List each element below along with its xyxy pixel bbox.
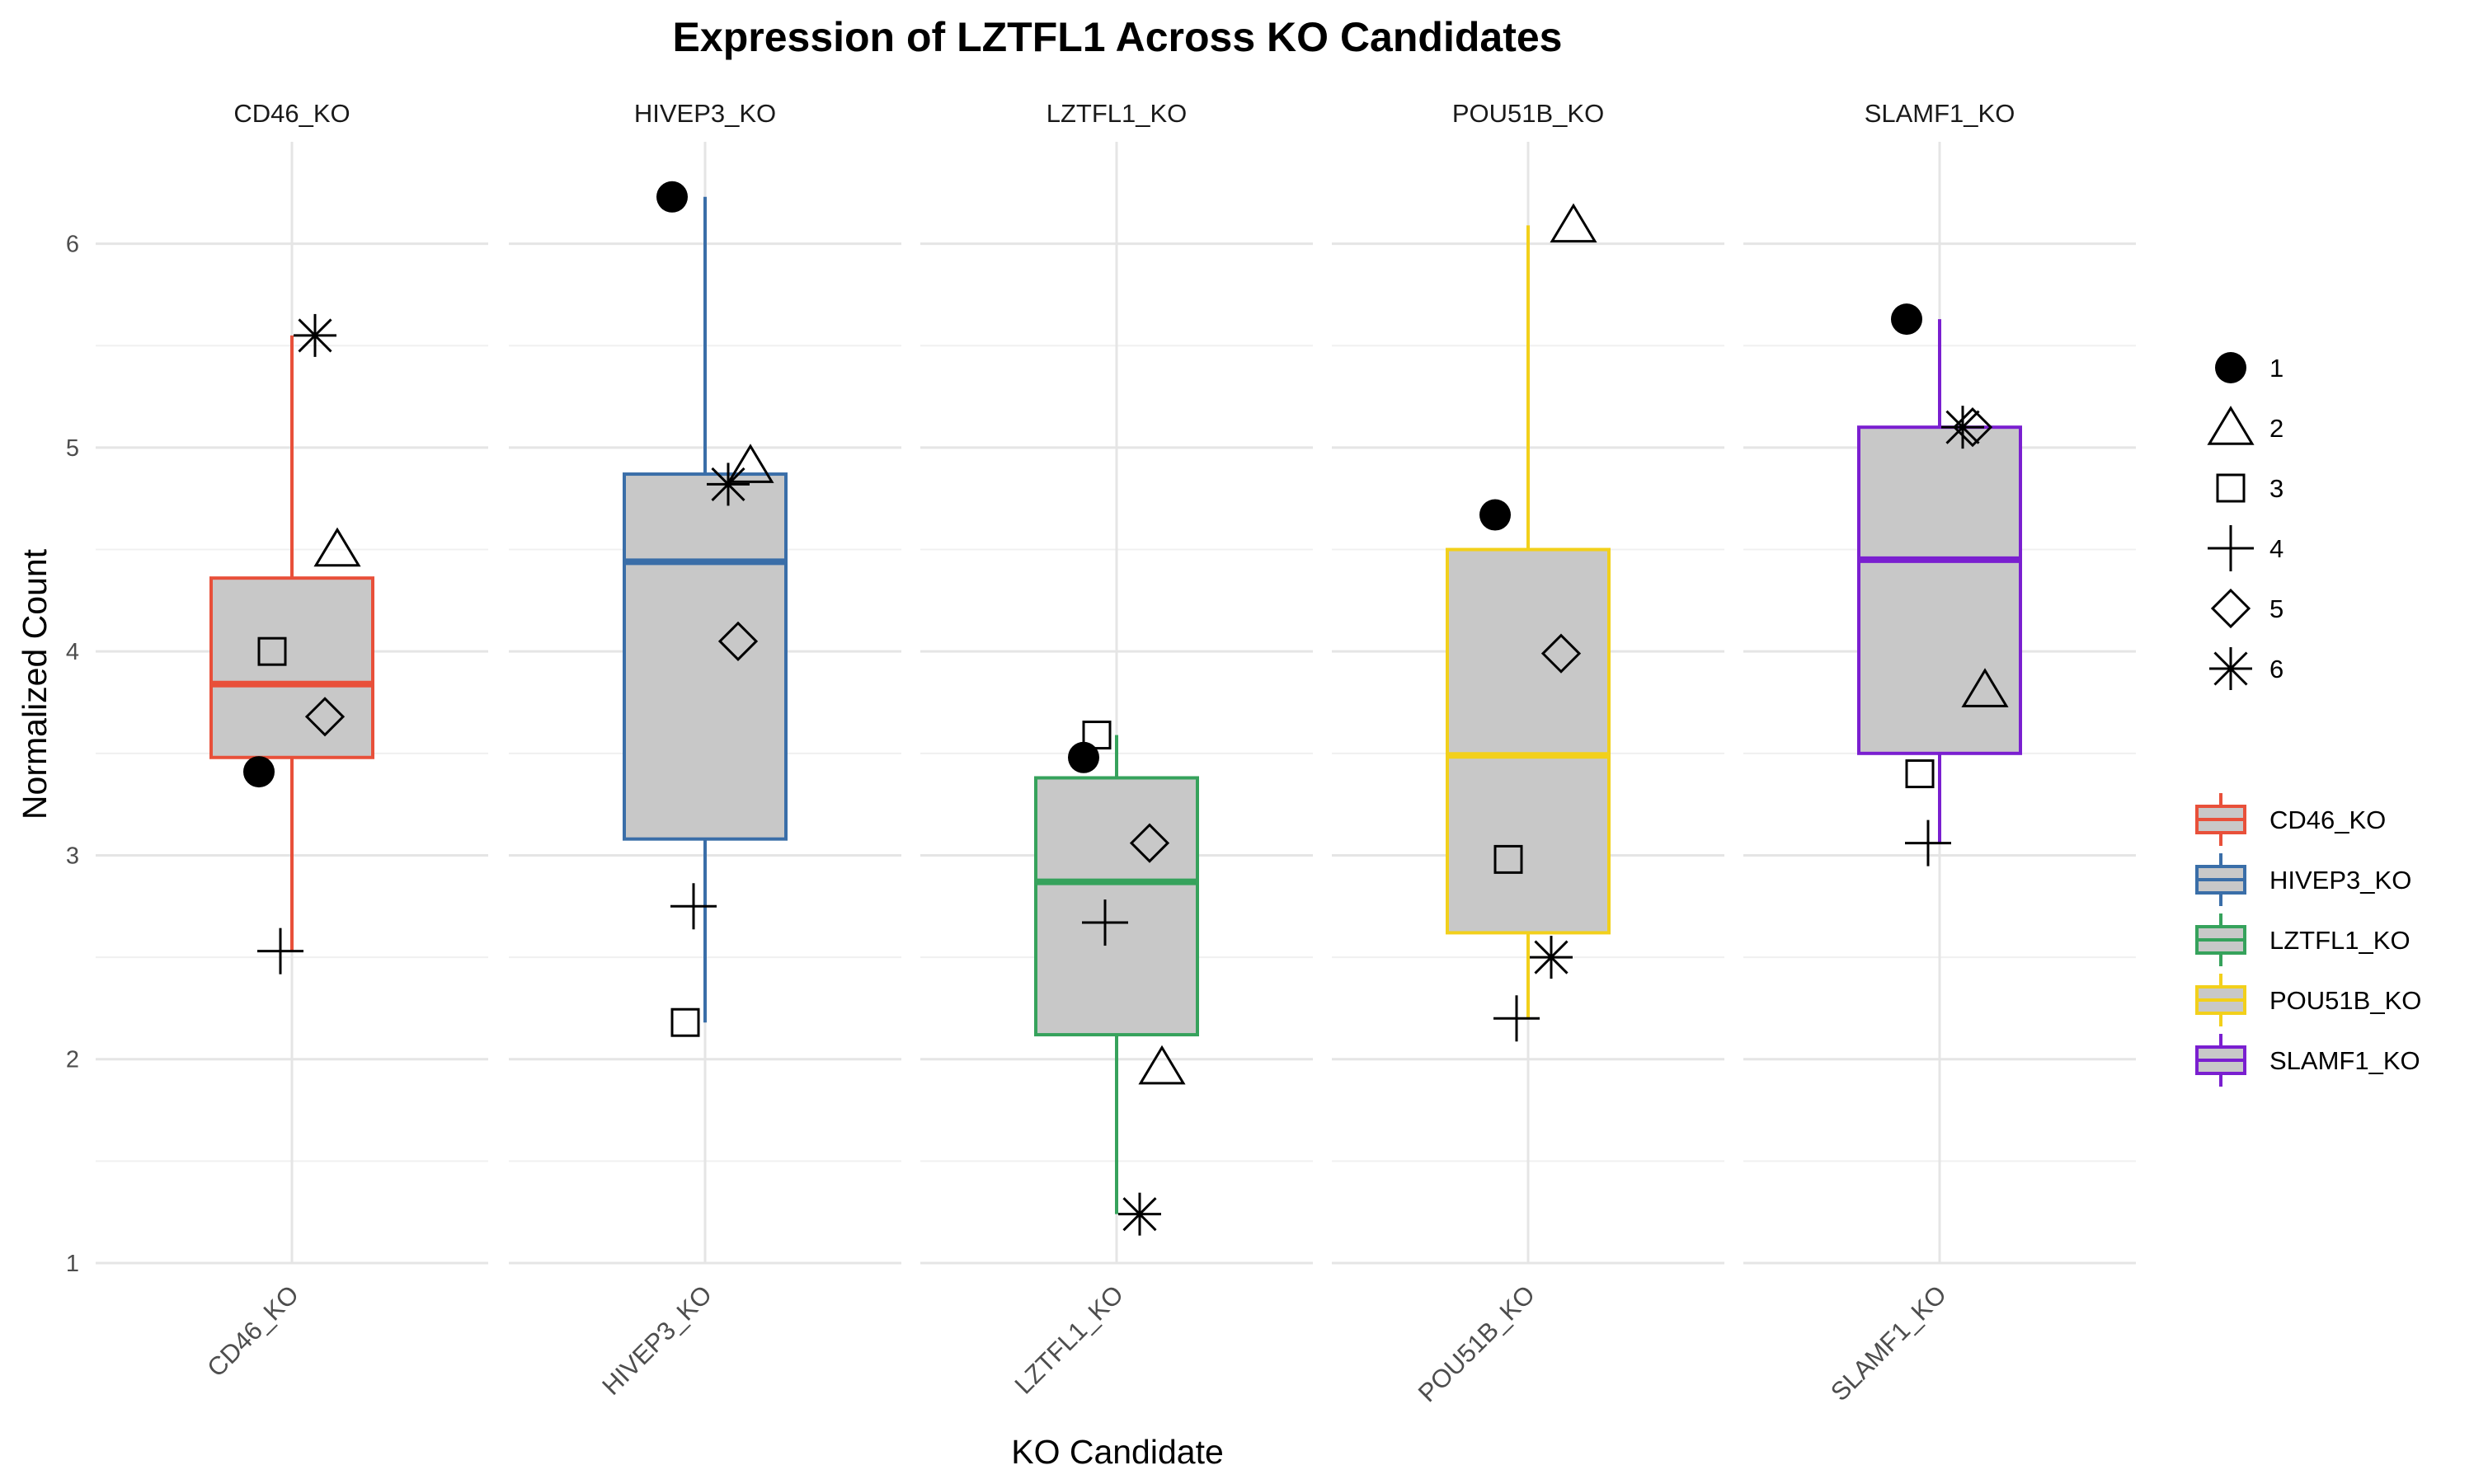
point-plus: [1905, 819, 1951, 866]
facet-label: LZTFL1_KO: [1047, 99, 1188, 128]
box-iqr: [1034, 776, 1199, 1037]
legend-asterisk-icon: [2209, 647, 2252, 690]
point-asterisk: [707, 463, 750, 506]
legend-label: 5: [2269, 594, 2284, 623]
point-asterisk: [1941, 406, 1984, 449]
point-asterisk: [1530, 936, 1573, 979]
box-iqr: [623, 472, 788, 841]
legend-open-square-icon: [2216, 473, 2246, 503]
legend-key-CD46_KO: [2195, 793, 2246, 846]
point-open-square: [1905, 759, 1935, 789]
point-asterisk: [294, 313, 336, 357]
x-tick-label: CD46_KO: [201, 1280, 304, 1383]
grid-layer: [96, 142, 2136, 1265]
point-open-diamond: [717, 621, 759, 661]
point-plus: [257, 928, 303, 974]
legend-label: CD46_KO: [2269, 805, 2386, 834]
y-tick-label: 5: [66, 435, 79, 462]
legend-key-HIVEP3_KO: [2195, 853, 2246, 906]
legend-label: SLAMF1_KO: [2269, 1046, 2420, 1075]
y-tick-label: 2: [66, 1047, 79, 1073]
point-open-diamond: [304, 697, 346, 737]
point-open-triangle: [1138, 1045, 1186, 1085]
legend-label: 3: [2269, 474, 2284, 503]
point-filled-circle: [1068, 741, 1099, 773]
point-open-triangle: [1550, 203, 1597, 243]
legend-label: 4: [2269, 534, 2284, 563]
x-tick-label: HIVEP3_KO: [596, 1280, 717, 1401]
point-plus: [1493, 995, 1540, 1042]
box-iqr: [1446, 547, 1611, 935]
box-HIVEP3_KO: [623, 196, 788, 1023]
box-layer: [209, 196, 2022, 1214]
legend-label: LZTFL1_KO: [2269, 926, 2411, 955]
legend-key-SLAMF1_KO: [2195, 1034, 2246, 1087]
point-filled-circle: [243, 756, 275, 788]
point-open-triangle: [727, 444, 774, 483]
point-filled-circle: [656, 181, 688, 213]
x-tick-label: POU51B_KO: [1413, 1280, 1540, 1407]
point-open-square: [257, 636, 287, 666]
facet-label: SLAMF1_KO: [1865, 99, 2015, 128]
point-open-square: [1493, 844, 1523, 874]
point-open-square: [670, 1007, 700, 1037]
facet-label: POU51B_KO: [1452, 99, 1604, 128]
point-open-triangle: [1961, 668, 2009, 707]
y-axis-title: Normalized Count: [16, 548, 54, 819]
legend-label: POU51B_KO: [2269, 986, 2421, 1015]
y-tick-label: 1: [66, 1251, 79, 1277]
point-open-diamond: [1129, 823, 1170, 863]
facet-label: CD46_KO: [233, 99, 350, 128]
box-iqr: [209, 576, 374, 759]
point-plus: [1082, 899, 1128, 946]
box-POU51B_KO: [1446, 225, 1611, 1019]
facet-label: HIVEP3_KO: [634, 99, 776, 128]
legend-filled-circle-icon: [2215, 352, 2246, 383]
legend-key-POU51B_KO: [2195, 974, 2246, 1026]
point-open-triangle: [313, 527, 361, 567]
point-open-diamond: [1540, 633, 1582, 674]
y-tick-label: 4: [66, 639, 79, 665]
legend-open-diamond-icon: [2210, 588, 2251, 629]
box-CD46_KO: [209, 335, 374, 951]
point-asterisk: [1118, 1192, 1161, 1236]
chart-title: Expression of LZTFL1 Across KO Candidate…: [673, 14, 1563, 60]
x-axis-title: KO Candidate: [1011, 1433, 1224, 1471]
box-SLAMF1_KO: [1857, 319, 2022, 843]
point-layer: [243, 181, 2009, 1236]
x-tick-label: SLAMF1_KO: [1825, 1280, 1952, 1407]
point-filled-circle: [1891, 303, 1922, 336]
box-LZTFL1_KO: [1034, 735, 1199, 1214]
point-filled-circle: [1479, 499, 1511, 531]
point-plus: [670, 883, 717, 930]
y-tick-label: 6: [66, 232, 79, 258]
legend-label: 1: [2269, 354, 2284, 383]
legend-plus-icon: [2208, 525, 2254, 571]
point-open-diamond: [1952, 407, 1993, 448]
legend-label: HIVEP3_KO: [2269, 866, 2411, 895]
box-iqr: [1857, 425, 2022, 755]
point-open-square: [1082, 721, 1112, 750]
y-tick-label: 3: [66, 843, 79, 869]
legend-open-triangle-icon: [2207, 406, 2255, 445]
x-tick-label: LZTFL1_KO: [1009, 1280, 1129, 1399]
legend-layer: 1 2 3 4 5 6 CD46_KO HIVEP3_KO LZTFL1_KO POU51B_KO…: [2195, 352, 2421, 1087]
legend-label: 6: [2269, 655, 2284, 683]
legend-key-LZTFL1_KO: [2195, 913, 2246, 966]
legend-label: 2: [2269, 414, 2284, 443]
